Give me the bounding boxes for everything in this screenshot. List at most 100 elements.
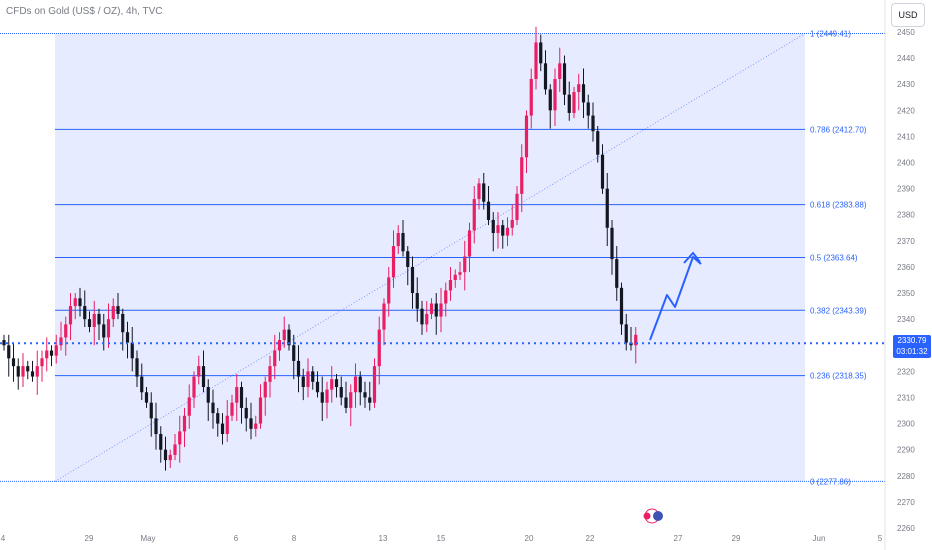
price-tick: 2370 xyxy=(897,237,915,246)
candle-body xyxy=(68,306,73,325)
candle-body xyxy=(529,78,533,116)
candle-body xyxy=(45,350,49,359)
candle-body xyxy=(225,415,229,435)
candle-body xyxy=(187,397,191,416)
candle-body xyxy=(330,379,334,390)
candle-body xyxy=(477,183,481,200)
candle-body xyxy=(586,102,590,116)
candle-body xyxy=(567,94,571,113)
candle-body xyxy=(263,381,267,398)
time-tick: 5 xyxy=(878,534,883,543)
candle-body xyxy=(396,233,400,247)
candle-body xyxy=(486,201,491,220)
candle-body xyxy=(59,337,63,346)
candle-body xyxy=(306,371,310,388)
candle-body xyxy=(577,84,581,93)
candle-body xyxy=(415,293,419,309)
event-marker-icon xyxy=(643,512,651,520)
candle-body xyxy=(92,313,96,327)
price-tick: 2390 xyxy=(897,185,915,194)
candle-body xyxy=(130,342,134,359)
price-tick: 2400 xyxy=(897,159,915,168)
candle-body xyxy=(429,303,434,314)
currency-button[interactable]: USD xyxy=(891,3,925,27)
candle-body xyxy=(600,154,605,189)
candle-body xyxy=(410,266,415,294)
candle-body xyxy=(258,397,263,424)
candle-body xyxy=(358,376,362,393)
candle-body xyxy=(548,89,552,111)
time-tick: 4 xyxy=(1,534,6,543)
candle-body xyxy=(325,389,329,403)
candle-body xyxy=(634,334,638,346)
price-tick: 2340 xyxy=(897,315,915,324)
fib-label: 1 (2449.41) xyxy=(810,30,851,39)
candle-body xyxy=(619,287,624,325)
candle-body xyxy=(206,387,210,403)
candle-body xyxy=(149,402,153,419)
candle-body xyxy=(353,376,358,393)
candle-body xyxy=(273,350,277,367)
candle-body xyxy=(391,246,396,278)
candle-body xyxy=(239,387,244,408)
candle-body xyxy=(40,358,44,367)
time-tick: 6 xyxy=(234,534,239,543)
time-tick: 20 xyxy=(525,534,534,543)
candle-body xyxy=(116,306,120,314)
candle-body xyxy=(463,256,467,273)
candle-body xyxy=(368,397,372,403)
candle-body xyxy=(344,397,348,408)
candle-body xyxy=(382,303,386,330)
candle-body xyxy=(254,423,258,429)
candle-body xyxy=(301,376,305,388)
candle-body xyxy=(610,227,614,260)
candle-body xyxy=(292,345,296,361)
candle-body xyxy=(515,193,519,220)
price-tick: 2280 xyxy=(897,472,915,481)
candle-body xyxy=(16,366,20,377)
price-tick: 2450 xyxy=(897,28,915,37)
candle-body xyxy=(154,418,158,435)
candle-body xyxy=(235,387,239,403)
candle-body xyxy=(453,274,457,280)
fib-label: 0.5 (2363.64) xyxy=(810,253,858,262)
candle-body xyxy=(534,42,538,79)
price-tick: 2260 xyxy=(897,524,915,533)
candle-body xyxy=(201,366,206,388)
candle-body xyxy=(173,444,177,455)
candle-body xyxy=(102,324,106,338)
candle-body xyxy=(420,308,424,325)
candle-body xyxy=(35,366,39,377)
candle-body xyxy=(553,78,557,111)
candle-body xyxy=(140,376,144,393)
candle-body xyxy=(543,63,548,90)
fib-label: 0.618 (2383.88) xyxy=(810,201,867,210)
candle-body xyxy=(425,313,429,325)
candle-body xyxy=(562,63,567,95)
candle-body xyxy=(197,366,201,377)
candle-body xyxy=(287,329,291,346)
candle-body xyxy=(605,188,609,228)
price-tick: 2410 xyxy=(897,132,915,141)
candle-body xyxy=(230,402,234,416)
price-tick: 2290 xyxy=(897,446,915,455)
candle-body xyxy=(558,63,562,79)
candle-body xyxy=(26,366,30,372)
candle-body xyxy=(520,157,524,194)
candle-body xyxy=(458,272,462,275)
time-tick: May xyxy=(140,534,155,543)
candle-body xyxy=(501,225,505,236)
candle-body xyxy=(54,345,58,356)
candle-body xyxy=(178,431,182,445)
candle-body xyxy=(401,233,405,252)
candle-body xyxy=(182,415,187,432)
forecast-arrowhead xyxy=(683,251,701,264)
time-tick: 22 xyxy=(586,534,595,543)
candle-body xyxy=(220,423,225,435)
candle-body xyxy=(87,319,92,327)
candle-body xyxy=(339,387,343,398)
candle-body xyxy=(111,306,115,320)
time-tick: 15 xyxy=(437,534,446,543)
candle-body xyxy=(168,454,172,461)
